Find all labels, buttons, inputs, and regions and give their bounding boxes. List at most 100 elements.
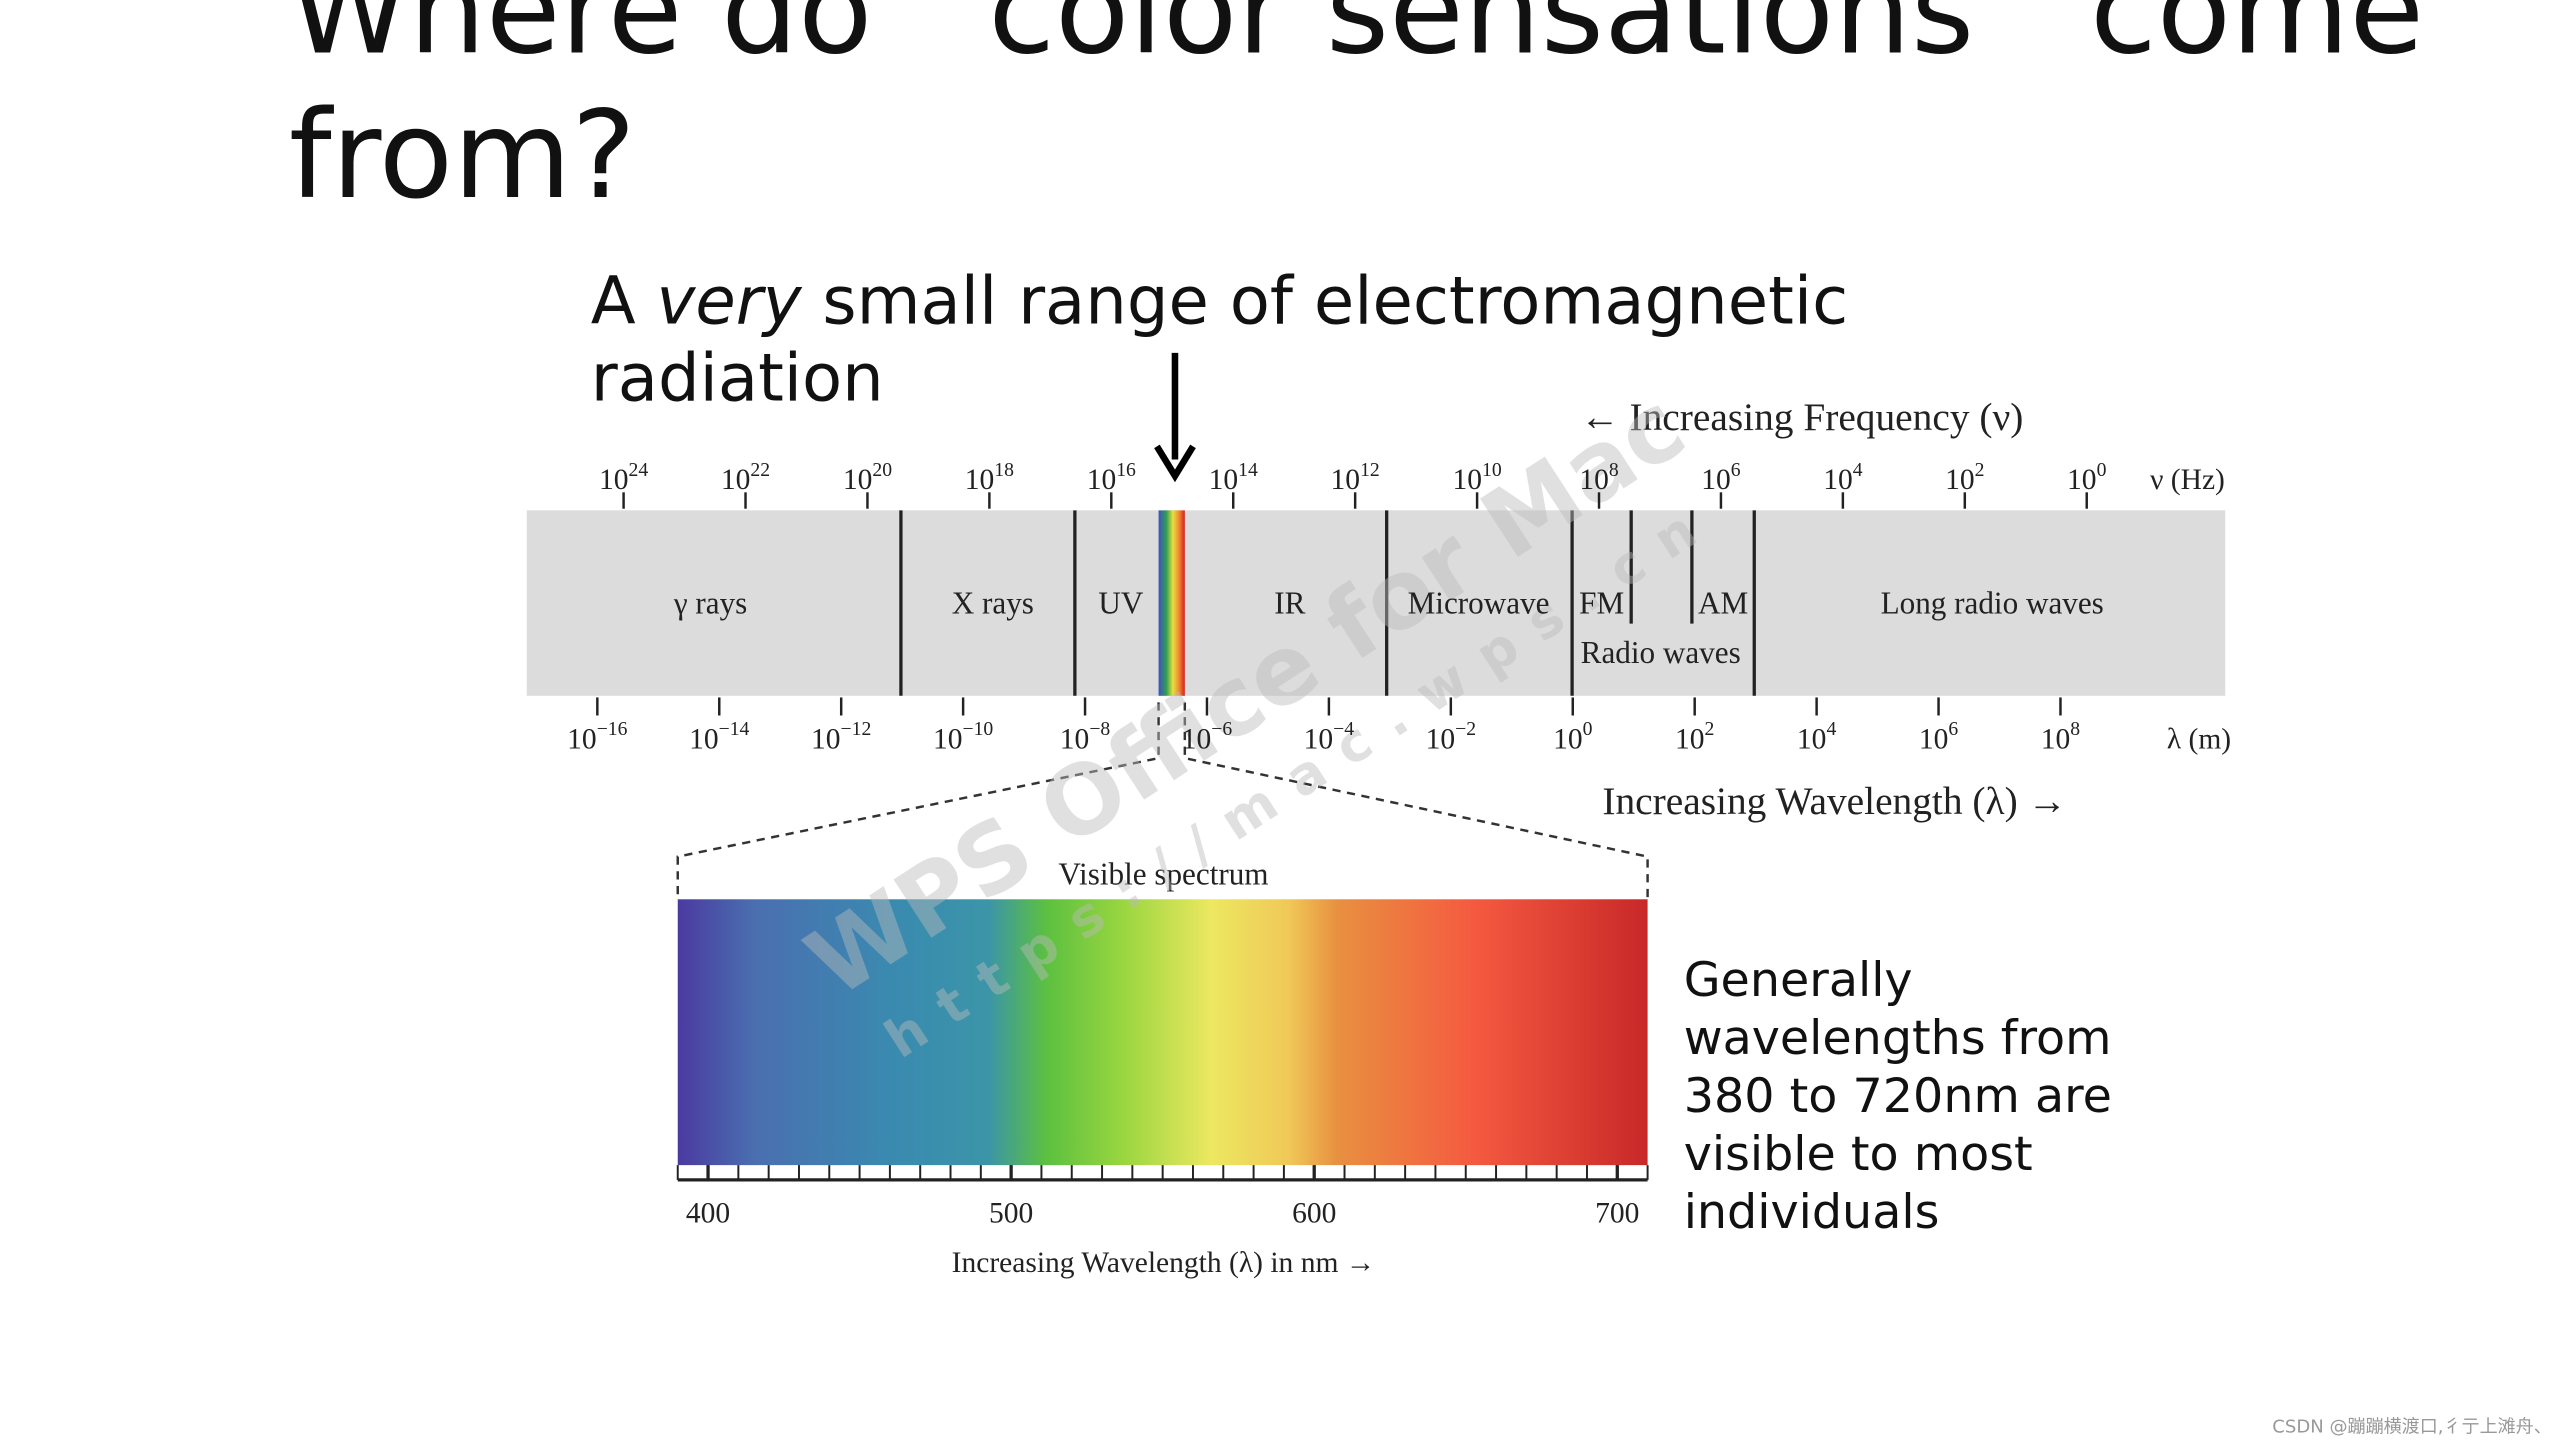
- note-line: individuals: [1684, 1185, 1940, 1240]
- power-exp: −14: [719, 718, 750, 740]
- power-base: 10: [1182, 723, 1212, 755]
- power-exp: 6: [1948, 718, 1958, 740]
- power-exp: 8: [1609, 459, 1619, 481]
- power-exp: 2: [1705, 718, 1715, 740]
- power-exp: −4: [1333, 718, 1354, 740]
- power-exp: 22: [750, 459, 770, 481]
- ruler-label: 700: [1595, 1198, 1639, 1230]
- subtitle-line: radiation: [591, 340, 884, 416]
- power-base: 10: [2067, 464, 2097, 496]
- power-exp: −8: [1089, 718, 1110, 740]
- power-base: 10: [811, 723, 841, 755]
- power-exp: 18: [994, 459, 1014, 481]
- power-label: 1012: [1331, 459, 1380, 496]
- power-base: 10: [1304, 723, 1334, 755]
- region-label: FM: [1579, 586, 1624, 621]
- power-exp: 8: [2070, 718, 2080, 740]
- power-label: 104: [1797, 718, 1837, 755]
- headings: ← Increasing Frequency (ν) ν (Hz) λ (m) …: [952, 395, 2231, 1279]
- power-label: 108: [1579, 459, 1619, 496]
- power-exp: 16: [1116, 459, 1136, 481]
- power-exp: 12: [1360, 459, 1380, 481]
- wavelength-unit: λ (m): [2167, 723, 2231, 755]
- power-label: 102: [1945, 459, 1984, 496]
- power-exp: 4: [1853, 459, 1863, 481]
- power-base: 10: [1060, 723, 1090, 755]
- note-line: Generally: [1684, 953, 1913, 1008]
- power-label: 100: [2067, 459, 2107, 496]
- power-label: 106: [1919, 718, 1959, 755]
- power-exp: 24: [629, 459, 649, 481]
- frequency-heading: ← Increasing Frequency (ν): [1580, 395, 2023, 439]
- footer: CSDN @蹦蹦横渡口,彳亍上滩舟、: [2272, 1417, 2552, 1438]
- power-base: 10: [1797, 723, 1827, 755]
- zoom-line: [1183, 702, 1649, 900]
- power-label: 108: [2041, 718, 2081, 755]
- power-label: 10−12: [811, 718, 871, 755]
- power-exp: 4: [1826, 718, 1836, 740]
- power-base: 10: [1701, 464, 1731, 496]
- dividers: [899, 510, 1756, 696]
- ruler-label: 500: [989, 1198, 1033, 1230]
- subtitle-part: very: [657, 263, 803, 339]
- power-label: 100: [1553, 718, 1593, 755]
- power-base: 10: [689, 723, 719, 755]
- power-exp: −12: [841, 718, 872, 740]
- power-base: 10: [1823, 464, 1853, 496]
- power-exp: −10: [962, 718, 993, 740]
- subtitle-part: A: [591, 263, 657, 339]
- power-exp: −2: [1455, 718, 1476, 740]
- power-label: 1010: [1452, 459, 1501, 496]
- power-exp: 0: [1583, 718, 1593, 740]
- power-exp: 2: [1975, 459, 1985, 481]
- note-line: visible to most: [1684, 1127, 2033, 1182]
- power-base: 10: [1452, 464, 1482, 496]
- power-label: 102: [1675, 718, 1714, 755]
- power-base: 10: [933, 723, 963, 755]
- power-base: 10: [1675, 723, 1705, 755]
- power-base: 10: [1426, 723, 1456, 755]
- visible-title: Visible spectrum: [1058, 857, 1268, 892]
- zoom-line: [676, 702, 1160, 900]
- power-base: 10: [1331, 464, 1361, 496]
- visible-strip: [1158, 510, 1185, 696]
- power-exp: 0: [2097, 459, 2107, 481]
- spectrum-band: [526, 510, 2226, 696]
- power-base: 10: [1579, 464, 1609, 496]
- power-label: 1024: [599, 459, 648, 496]
- wavelength-heading: Increasing Wavelength (λ) →: [1602, 779, 2067, 823]
- power-exp: 10: [1482, 459, 1502, 481]
- title-line: Where do color sensations come: [289, 0, 2424, 82]
- power-base: 10: [721, 464, 751, 496]
- region-label: IR: [1274, 586, 1305, 621]
- region-label: Long radio waves: [1881, 586, 2104, 621]
- power-label: 10−10: [933, 718, 993, 755]
- region-label: UV: [1098, 586, 1144, 621]
- note-line: wavelengths from: [1684, 1011, 2112, 1066]
- power-base: 10: [1945, 464, 1975, 496]
- region-label: γ rays: [673, 586, 747, 621]
- power-label: 1014: [1209, 459, 1258, 496]
- power-base: 10: [2041, 723, 2071, 755]
- power-exp: 6: [1731, 459, 1741, 481]
- power-base: 10: [1553, 723, 1583, 755]
- region-label: X rays: [952, 586, 1034, 621]
- power-exp: 20: [872, 459, 892, 481]
- title-line: from?: [289, 84, 636, 226]
- power-label: 10−4: [1304, 718, 1355, 755]
- power-label: 106: [1701, 459, 1741, 496]
- region-label: Radio waves: [1581, 635, 1741, 670]
- note-line: 380 to 720nm are: [1684, 1069, 2112, 1124]
- visible-spectrum: [677, 899, 1648, 1166]
- power-label: 10−8: [1060, 718, 1111, 755]
- power-base: 10: [567, 723, 597, 755]
- power-label: 10−14: [689, 718, 749, 755]
- ruler-label: 600: [1292, 1198, 1336, 1230]
- power-base: 10: [599, 464, 629, 496]
- power-label: 1018: [965, 459, 1014, 496]
- power-label: 1016: [1087, 459, 1136, 496]
- region-label: AM: [1698, 586, 1748, 621]
